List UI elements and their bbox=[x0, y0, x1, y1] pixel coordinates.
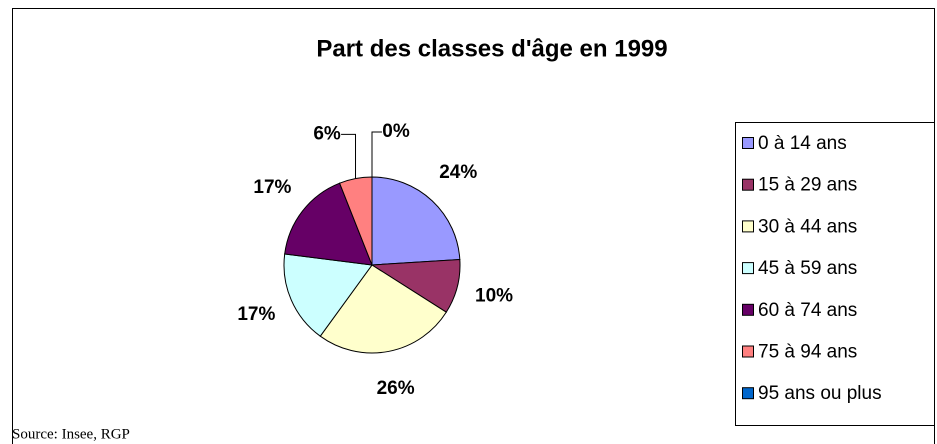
leader-line bbox=[341, 133, 357, 179]
data-label: 6% bbox=[313, 123, 341, 144]
data-label: 0% bbox=[382, 121, 410, 142]
legend-swatch bbox=[742, 178, 754, 191]
pie-slice bbox=[284, 182, 373, 266]
legend-frame bbox=[735, 122, 935, 426]
data-label: 17% bbox=[253, 177, 291, 198]
legend-label: 95 ans ou plus bbox=[758, 383, 882, 404]
legend-label: 45 à 59 ans bbox=[758, 258, 857, 279]
pie-slice bbox=[319, 264, 447, 354]
legend-label: 30 à 44 ans bbox=[758, 216, 857, 237]
legend-swatch bbox=[742, 262, 754, 275]
pie-slice bbox=[371, 176, 461, 266]
legend-label: 0 à 14 ans bbox=[758, 133, 847, 154]
leader-line bbox=[371, 131, 382, 177]
data-label: 10% bbox=[475, 285, 513, 306]
data-label: 24% bbox=[439, 162, 477, 183]
data-label: 17% bbox=[237, 304, 275, 325]
chart-title: Part des classes d'âge en 1999 bbox=[316, 35, 667, 62]
legend-label: 60 à 74 ans bbox=[758, 300, 857, 321]
legend-swatch bbox=[742, 387, 754, 400]
legend-swatch bbox=[742, 220, 754, 233]
source-note: Source: Insee, RGP bbox=[12, 426, 130, 442]
legend-swatch bbox=[742, 345, 754, 358]
legend-label: 75 à 94 ans bbox=[758, 342, 857, 363]
legend-label: 15 à 29 ans bbox=[758, 175, 857, 196]
legend-swatch bbox=[742, 303, 754, 316]
pie-slice bbox=[283, 253, 373, 337]
data-label: 26% bbox=[377, 378, 415, 399]
legend-swatch bbox=[742, 137, 754, 149]
